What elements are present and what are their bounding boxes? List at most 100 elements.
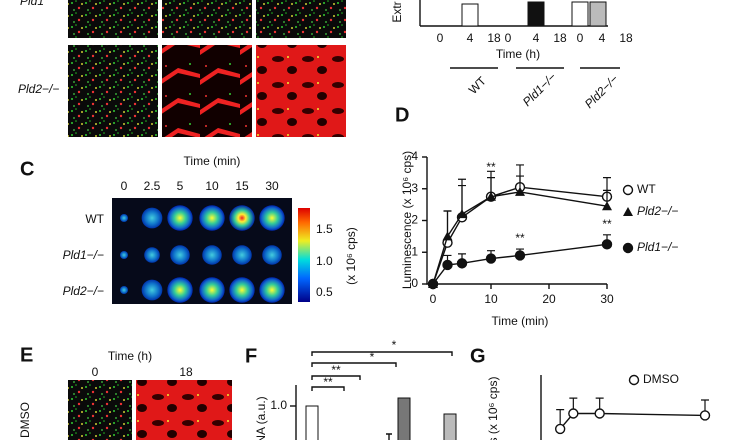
y-tick-label: 3 [411,181,418,195]
row-label: DMSO [18,402,32,438]
well [232,245,252,265]
well [229,205,255,231]
micrograph [256,45,346,137]
y-tick-label: 2 [411,213,418,227]
colorbar-tick: 0.5 [316,285,333,299]
axis-label: NA (a.u.) [254,396,268,440]
micrograph [68,380,132,440]
legend-label: Pld1−/− [637,240,678,254]
time-label: 10 [205,179,219,193]
data-point [515,186,525,196]
time-label: 18 [179,365,193,379]
micrograph [256,0,346,38]
significance: * [370,350,375,364]
significance: ** [323,375,333,389]
significance-bracket [311,351,453,391]
axis [540,375,542,440]
x-tick-label: 0 [577,31,584,45]
data-point [427,278,439,290]
series-line [432,186,608,285]
micrograph [162,45,252,137]
time-label: 30 [265,179,279,193]
annotation: ** [602,217,612,231]
data-point [514,250,526,261]
legend-label: WT [637,182,656,196]
bar-shape [305,405,319,440]
well [202,245,222,265]
legend-marker [622,184,634,196]
well [259,277,285,303]
micrograph [68,45,158,137]
y-tick-label: 1 [411,244,418,258]
data-point [485,253,497,264]
time-label: 15 [235,179,249,193]
x-tick-label: 10 [484,292,498,306]
panel-letter: D [395,104,409,126]
panel-letter: E [20,344,33,366]
data-point [457,209,467,219]
bar-shape [527,1,545,27]
colorbar [298,208,310,302]
well [144,247,160,263]
group-label: WT [466,73,490,97]
x-tick-label: 0 [430,292,437,306]
bar-shape [589,1,607,27]
colorbar-tick: 1.5 [316,222,333,236]
well [259,205,285,231]
bar-shape [443,413,457,440]
group-label: Pld2−/− [582,72,621,111]
axis-label: Time (min) [184,154,241,168]
legend-marker [628,374,640,386]
micrograph [136,380,232,440]
annotation: ** [486,160,496,174]
axis-label: Time (h) [108,349,152,363]
row-label: Pld1−/− [63,248,104,262]
data-point [442,259,453,271]
legend-marker [623,207,633,216]
annotation: ** [515,231,525,245]
x-tick-label: 18 [553,31,567,45]
x-tick-label: 0 [437,31,444,45]
well [120,251,128,259]
data-point [568,408,579,419]
legend-label: Pld2−/− [637,204,678,218]
data-point [456,258,468,269]
well [167,277,193,303]
data-point [601,239,613,250]
x-tick-label: 4 [533,31,540,45]
group-label: Pld1−/− [520,70,559,109]
y-tick-label: 1.0 [270,398,287,412]
panel-letter: G [470,345,486,367]
significance: * [392,338,397,352]
axis-label: Time (min) [492,314,549,328]
axis-label: Luminescence (x 10⁶ cps) [400,151,414,289]
x-tick-label: 18 [619,31,633,45]
well [229,277,255,303]
well [120,286,128,294]
legend-label: DMSO [643,372,679,386]
micrograph [68,0,158,38]
bar-shape [397,397,411,440]
series-line [559,412,706,430]
data-point [486,191,496,201]
row-label: Pld2−/− [18,82,59,96]
time-label: 2.5 [144,179,161,193]
x-tick-label: 18 [487,31,501,45]
micrograph [162,0,252,38]
well [199,205,225,231]
data-point [554,423,566,435]
y-tick-label: 0 [411,276,418,290]
row-label: Pld1 [20,0,44,8]
panel-letter: C [20,158,34,180]
data-point [442,231,453,241]
row-label: Pld2−/− [63,284,104,298]
x-tick-label: 0 [505,31,512,45]
well [262,245,282,265]
well [120,214,128,222]
bar-shape [571,1,589,27]
well [170,245,190,265]
panel-letter: F [245,345,257,367]
x-tick-label: 20 [542,292,556,306]
well [199,277,225,303]
